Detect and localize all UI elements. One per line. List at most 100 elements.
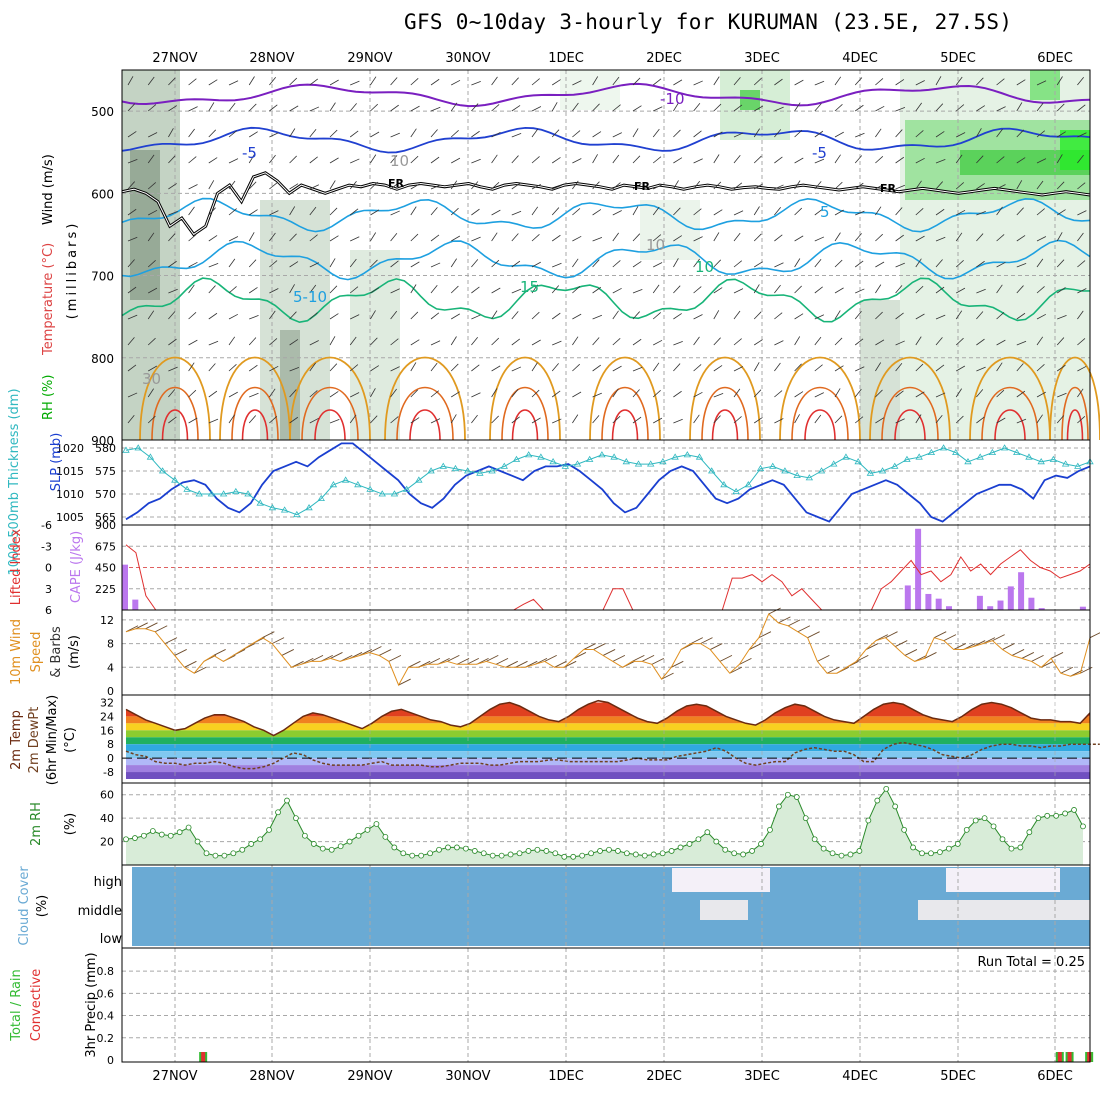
wind-barb — [1036, 102, 1044, 112]
upper-air-ylabel: RH (%) Temperature (°C) Wind (m/s) — [41, 154, 56, 420]
wind-barb — [491, 259, 500, 268]
wind-barb — [450, 258, 457, 268]
temp-band — [126, 765, 1090, 773]
wind-barb — [430, 129, 438, 138]
y-tick-cape: 900 — [95, 519, 116, 532]
ylabel-wind-1: 10m Wind — [9, 619, 24, 685]
x-label-bottom: 29NOV — [347, 1069, 392, 1084]
x-label-bottom: 6DEC — [1037, 1069, 1073, 1084]
y-tick-thickness: 575 — [95, 465, 116, 478]
wind-barb — [188, 106, 198, 112]
wind-barb — [450, 414, 457, 424]
wind-barb — [834, 181, 843, 190]
wind-barb — [1016, 79, 1026, 86]
temp-contour-warm — [969, 356, 1051, 441]
wind-barb — [592, 209, 602, 216]
wind-barb — [935, 159, 946, 164]
temp-contour-hot — [231, 386, 279, 441]
y-tick-wind: 0 — [107, 685, 114, 698]
wind-barb — [531, 284, 538, 294]
temp-contour-red — [804, 409, 836, 441]
wind-barb — [976, 311, 984, 320]
wind-barb-10m — [505, 660, 518, 668]
y-tick-cape: 675 — [95, 540, 116, 553]
rh-marker — [221, 852, 228, 859]
wind-barb — [1077, 210, 1087, 216]
wind-barb — [349, 286, 359, 294]
wind-barb — [693, 364, 702, 372]
wind-barb — [774, 156, 783, 164]
cape-bar — [925, 593, 932, 610]
wind-barb — [753, 389, 762, 398]
rh-marker — [534, 846, 541, 853]
wind-barb — [471, 314, 481, 320]
wind-barb — [370, 154, 377, 164]
wind-barb — [895, 340, 905, 346]
wind-barb-10m — [817, 654, 830, 662]
wind-barb — [168, 260, 177, 268]
wind-barb — [572, 235, 582, 242]
wind-barb — [471, 103, 479, 112]
wind-barb-10m — [456, 657, 470, 665]
wind-barb — [855, 210, 865, 216]
wind-barb-10m — [1011, 649, 1025, 656]
wind-barb — [976, 366, 986, 372]
wind-barb — [329, 180, 336, 190]
wind-barb — [854, 104, 864, 112]
ylabel-millibars: (millibars) — [65, 221, 80, 320]
wind-barb-10m — [1041, 660, 1054, 668]
wind-barb — [249, 392, 259, 398]
thickness-marker — [1000, 444, 1009, 451]
precip-conv-bar — [1057, 1052, 1062, 1062]
wind-barb — [188, 312, 197, 320]
wind-barb — [1056, 209, 1066, 216]
wind-barb — [592, 76, 599, 86]
thickness-marker — [476, 469, 484, 476]
wind-barb — [1056, 76, 1063, 86]
temp-contour-hot — [396, 386, 454, 441]
wind-barb — [248, 259, 257, 268]
wind-barb — [1016, 263, 1027, 268]
wind-barb — [935, 181, 943, 190]
wind-barb — [774, 362, 781, 372]
wind-barb — [774, 78, 783, 86]
wind-barb — [834, 365, 844, 372]
wind-barb — [370, 365, 380, 372]
wind-barb — [935, 337, 943, 346]
rh-marker — [784, 791, 791, 798]
thickness-marker — [317, 494, 325, 501]
wind-barb — [572, 158, 582, 164]
wind-barb-10m — [271, 637, 285, 645]
wind-barb — [794, 102, 801, 112]
precip-ylabel: Total / Rain Convective 3hr Precip (mm) — [9, 952, 99, 1057]
wind-barb — [976, 105, 986, 112]
temp-ylabel: 2m Temp 2m DewPt (6hr Min/Max) (°C) — [9, 695, 78, 785]
temp-band — [126, 772, 1090, 779]
wind-barb — [390, 132, 400, 138]
thickness-marker — [622, 458, 631, 465]
wind-barb — [370, 310, 376, 320]
wind-barb — [491, 337, 500, 346]
wind-barb — [774, 262, 784, 268]
wind-barb — [915, 313, 925, 320]
y-tick-rh: 20 — [100, 836, 114, 849]
wind-barb — [269, 310, 276, 320]
rh-marker — [507, 851, 514, 858]
wind-barb — [915, 235, 925, 242]
temp-contour-hot — [881, 386, 939, 441]
wind-barb — [1016, 285, 1024, 294]
rh-marker — [615, 848, 621, 854]
thickness-marker — [695, 453, 704, 460]
wind-barb — [188, 234, 197, 242]
wind-barb-10m — [486, 654, 499, 662]
wind-barb — [269, 416, 278, 424]
wind-barb — [370, 232, 377, 242]
ylabel-slp: SLP (mb) — [49, 433, 64, 492]
thickness-marker — [207, 490, 216, 497]
rh-marker — [382, 833, 389, 840]
wind-barb — [572, 80, 582, 86]
thickness-marker — [976, 453, 984, 460]
contour-label: 5-10 — [293, 288, 327, 306]
y-tick-temp: 32 — [100, 696, 114, 709]
wind-barb — [1056, 337, 1065, 346]
